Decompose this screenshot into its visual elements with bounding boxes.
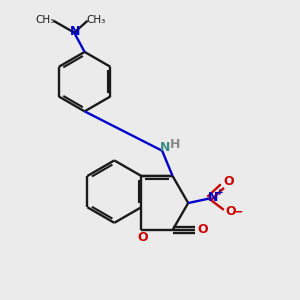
Text: N: N — [70, 25, 81, 38]
Text: N: N — [160, 141, 170, 154]
Text: O: O — [225, 205, 236, 218]
Text: CH₃: CH₃ — [86, 14, 106, 25]
Text: −: − — [233, 206, 243, 219]
Text: O: O — [198, 223, 208, 236]
Text: O: O — [137, 231, 148, 244]
Text: O: O — [223, 176, 234, 188]
Text: CH₃: CH₃ — [35, 14, 55, 25]
Text: N: N — [208, 191, 218, 204]
Text: +: + — [216, 188, 224, 196]
Text: H: H — [170, 138, 180, 151]
